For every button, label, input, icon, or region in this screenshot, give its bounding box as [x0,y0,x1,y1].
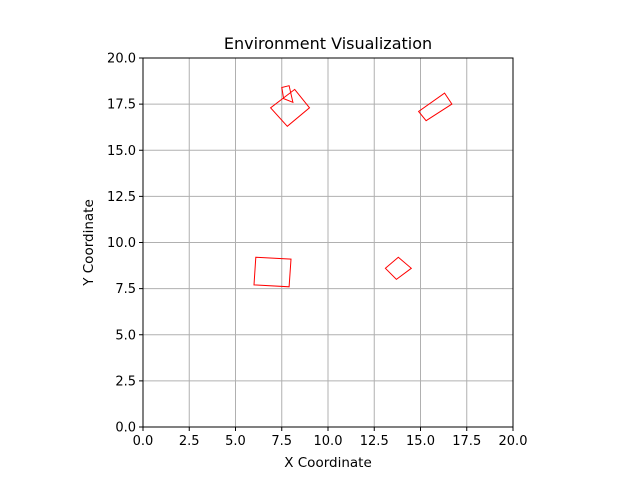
tick-layer: 0.0 2.5 5.0 7.5 10.0 12.5 15.0 17.5 20.0 0.0 2.5 5.… [107,52,527,450]
rectangle-shape-3 [281,85,294,104]
y-tick-label: 2.5 [115,374,136,389]
y-tick-label: 20.0 [107,52,136,67]
y-tick-label: 10.0 [107,236,136,251]
y-tick-label: 12.5 [107,190,136,205]
shape-layer [253,85,453,288]
rectangle-shape-5 [417,92,453,122]
y-axis-title: Y Coordinate [81,199,97,287]
chart-title: Environment Visualization [224,34,432,53]
rectangle-shape-1 [253,256,292,288]
y-tick-label: 7.5 [115,282,136,297]
x-tick-label: 2.5 [179,434,200,449]
rectangle-shape-2 [384,256,413,281]
rectangle-shape-4 [269,88,311,127]
y-tick-label: 5.0 [115,328,136,343]
x-axis-title: X Coordinate [284,455,372,471]
y-tick-label: 17.5 [107,98,136,113]
y-tick-label: 0.0 [115,421,136,436]
x-tick-label: 7.5 [271,434,292,449]
x-tick-label: 17.5 [452,434,481,449]
x-tick-label: 5.0 [225,434,246,449]
y-tick-label: 15.0 [107,144,136,159]
x-tick-label: 20.0 [499,434,528,449]
x-tick-label: 12.5 [360,434,389,449]
x-tick-label: 15.0 [406,434,435,449]
x-tick-label: 0.0 [133,434,154,449]
x-tick-label: 10.0 [314,434,343,449]
